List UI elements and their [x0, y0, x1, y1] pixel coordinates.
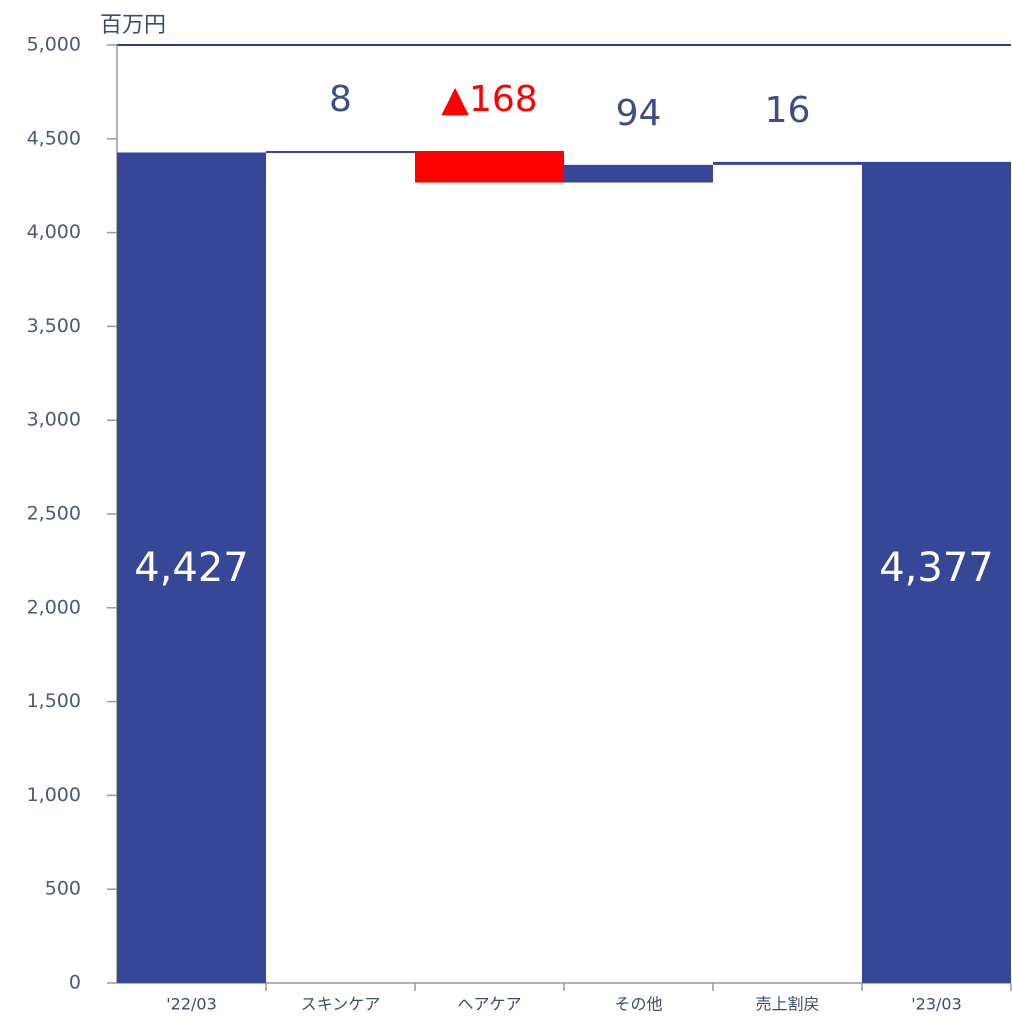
- y-tick-label: 4,000: [27, 221, 81, 243]
- x-tick-label: '22/03: [166, 995, 217, 1014]
- x-tick-label: 売上割戻: [755, 995, 819, 1014]
- y-tick-label: 2,500: [27, 503, 81, 525]
- value-label: 16: [765, 90, 811, 131]
- y-tick-label: 3,500: [27, 315, 81, 337]
- value-label: 4,427: [134, 545, 249, 591]
- unit-label: 百万円: [100, 13, 166, 38]
- x-tick-label: その他: [614, 995, 662, 1014]
- x-tick-label: スキンケア: [301, 995, 381, 1014]
- y-tick-label: 5,000: [27, 34, 81, 56]
- y-tick-label: 1,000: [27, 784, 81, 806]
- y-tick-label: 2,000: [27, 596, 81, 618]
- value-label: 4,377: [879, 545, 994, 591]
- delta-bar: [713, 161, 862, 165]
- y-tick-label: 3,000: [27, 409, 81, 431]
- value-label: ▲168: [441, 79, 537, 120]
- x-tick-label: ヘアケア: [457, 995, 521, 1014]
- value-label: 94: [616, 93, 662, 134]
- delta-bar: [564, 164, 713, 183]
- total-bar: [862, 161, 1011, 983]
- y-tick-label: 1,500: [27, 690, 81, 712]
- y-tick-label: 500: [45, 878, 81, 900]
- y-tick-label: 4,500: [27, 127, 81, 149]
- delta-bar: [266, 150, 415, 153]
- total-bar: [117, 152, 266, 983]
- x-tick-label: '23/03: [911, 995, 962, 1014]
- value-label: 8: [329, 79, 352, 120]
- delta-bar: [415, 150, 564, 183]
- y-tick-label: 0: [69, 972, 81, 994]
